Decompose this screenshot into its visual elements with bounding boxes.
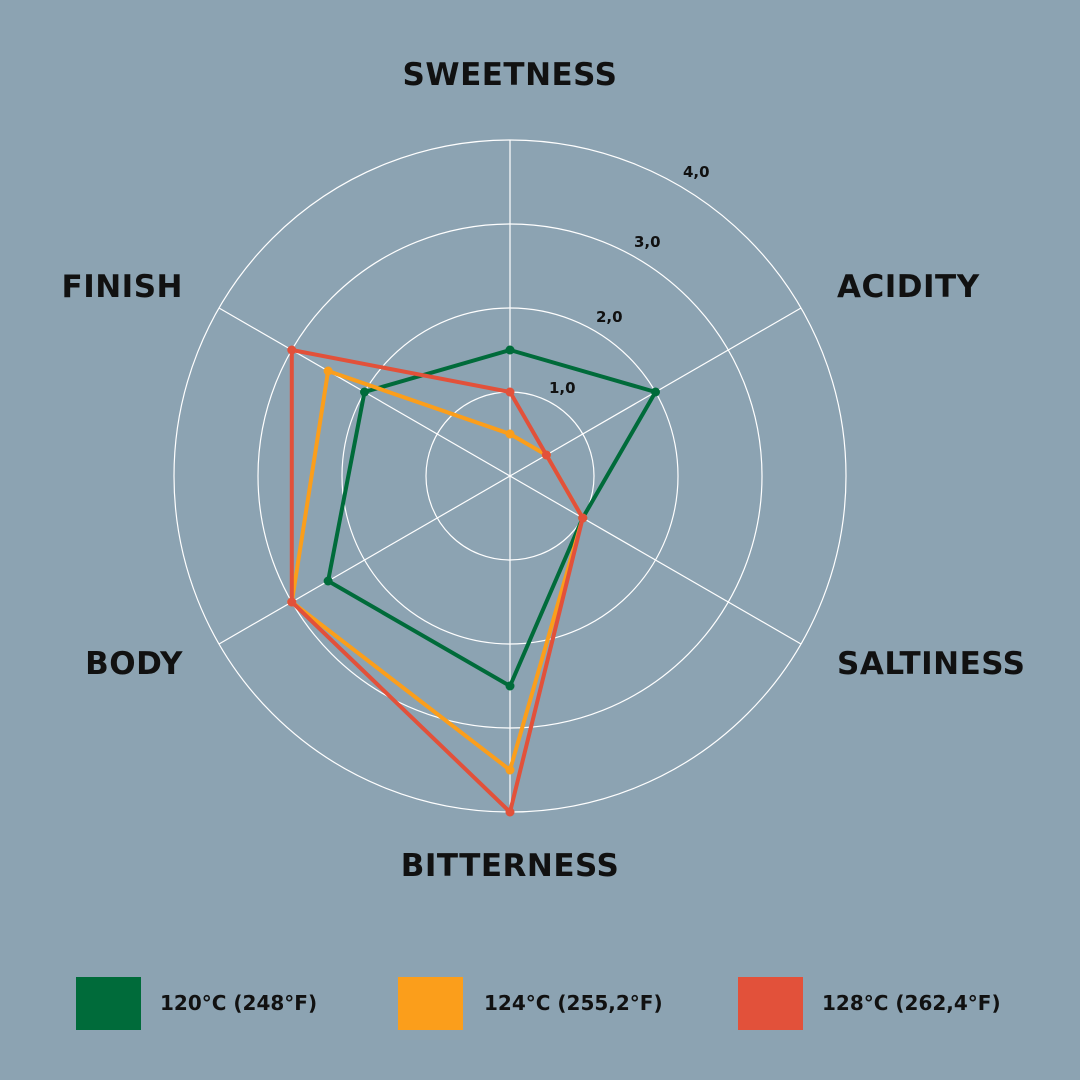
series-3-point-sweetness [505,387,515,397]
series-1-point-sweetness [505,345,515,355]
axis-label-saltiness: SALTINESS [837,646,1026,682]
axis-label-finish: FINISH [61,269,183,305]
series-3 [287,345,588,817]
series-2 [287,366,588,775]
series-2-point-finish [323,366,333,376]
series-1-point-bitterness [505,681,515,691]
legend-label-120c: 120°C (248°F) [160,991,318,1015]
legend: 120°C (248°F) 124°C (255,2°F) 128°C (262… [0,977,1080,1031]
series-3-point-bitterness [505,807,515,817]
series-line-3 [289,348,585,814]
axis-label-bitterness: BITTERNESS [400,848,620,884]
axis-label-sweetness: SWEETNESS [402,57,618,93]
series-1 [323,345,660,691]
tick-label-4: 4,0 [683,163,710,181]
legend-label-124c: 124°C (255,2°F) [484,991,663,1015]
series-1-point-finish [360,387,370,397]
series-3-point-body [287,597,297,607]
series-2-point-sweetness [505,429,515,439]
series-line-1 [326,348,658,688]
tick-label-1: 1,0 [549,379,576,397]
series-line-2 [289,369,585,772]
series-2-point-bitterness [505,765,515,775]
grid-spoke-body [218,475,511,645]
axis-label-body: BODY [85,646,183,682]
legend-swatch-128c [738,977,803,1030]
legend-label-128c: 128°C (262,4°F) [822,991,1001,1015]
axis-label-acidity: ACIDITY [837,269,980,305]
tick-label-2: 2,0 [596,308,623,326]
series-3-point-saltiness [578,513,588,523]
radar-grid [173,139,847,813]
series-1-point-body [323,576,333,586]
legend-swatch-124c [398,977,463,1030]
radar-series [287,345,660,817]
series-3-point-finish [287,345,297,355]
grid-spoke-saltiness [509,475,802,645]
legend-swatch-120c [76,977,141,1030]
tick-label-3: 3,0 [634,233,661,251]
series-1-point-acidity [650,387,660,397]
series-3-point-acidity [541,450,551,460]
